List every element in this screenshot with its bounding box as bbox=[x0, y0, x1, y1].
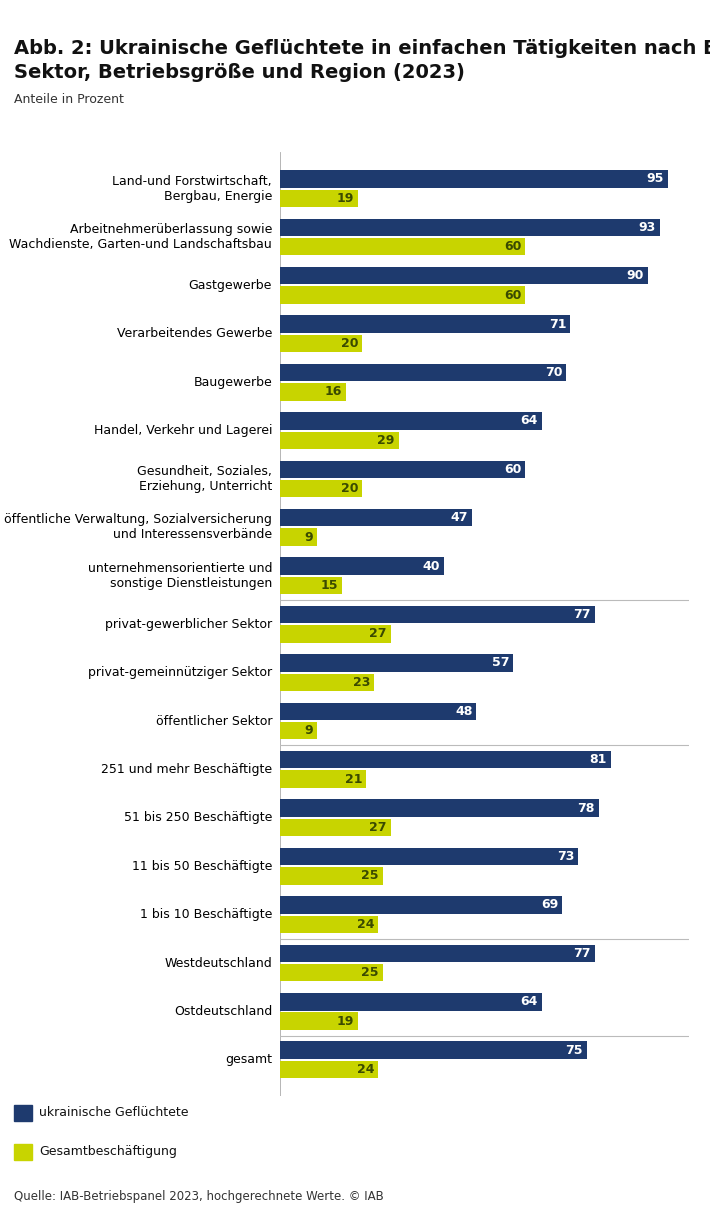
Bar bbox=[280, 558, 444, 575]
Text: 64: 64 bbox=[520, 995, 537, 1009]
Bar bbox=[280, 509, 472, 526]
Text: 90: 90 bbox=[626, 269, 644, 283]
Bar bbox=[280, 674, 374, 691]
Text: 93: 93 bbox=[639, 220, 656, 234]
Text: 64: 64 bbox=[520, 414, 537, 428]
Bar bbox=[280, 431, 399, 449]
Bar bbox=[280, 771, 366, 788]
Text: 48: 48 bbox=[455, 705, 472, 717]
Text: 29: 29 bbox=[378, 434, 395, 447]
Text: 70: 70 bbox=[545, 365, 562, 379]
Bar bbox=[280, 1012, 358, 1030]
Text: 75: 75 bbox=[565, 1044, 582, 1057]
Bar bbox=[280, 218, 660, 236]
Text: 16: 16 bbox=[324, 385, 342, 398]
Text: 23: 23 bbox=[353, 676, 371, 689]
Bar bbox=[280, 993, 542, 1011]
Bar bbox=[280, 965, 383, 982]
Bar bbox=[280, 654, 513, 671]
Text: Anteile in Prozent: Anteile in Prozent bbox=[14, 93, 124, 106]
Text: 60: 60 bbox=[504, 463, 521, 476]
Text: 77: 77 bbox=[573, 946, 591, 960]
Bar bbox=[280, 703, 476, 720]
Bar bbox=[280, 818, 390, 837]
Bar bbox=[280, 945, 595, 962]
Text: 60: 60 bbox=[504, 240, 521, 253]
Text: 60: 60 bbox=[504, 289, 521, 302]
Text: 95: 95 bbox=[647, 173, 665, 185]
Bar bbox=[280, 267, 648, 284]
Text: 71: 71 bbox=[549, 318, 566, 330]
Text: 40: 40 bbox=[422, 559, 439, 572]
Bar bbox=[280, 722, 317, 739]
Bar bbox=[280, 752, 611, 769]
Bar bbox=[280, 896, 562, 914]
Text: 20: 20 bbox=[341, 482, 358, 496]
Text: 21: 21 bbox=[344, 772, 362, 786]
Text: 19: 19 bbox=[337, 191, 354, 205]
Text: 78: 78 bbox=[577, 801, 595, 815]
Text: 57: 57 bbox=[491, 657, 509, 670]
Text: 27: 27 bbox=[369, 821, 386, 834]
Text: 9: 9 bbox=[305, 531, 313, 543]
Bar bbox=[280, 315, 570, 333]
Bar bbox=[280, 480, 362, 497]
Bar bbox=[280, 1061, 378, 1078]
Bar bbox=[280, 916, 378, 933]
Bar bbox=[280, 286, 525, 303]
Text: 81: 81 bbox=[590, 753, 607, 766]
Bar bbox=[280, 384, 346, 401]
Bar bbox=[280, 1041, 586, 1058]
Text: ukrainische Geflüchtete: ukrainische Geflüchtete bbox=[39, 1106, 189, 1118]
Bar bbox=[280, 848, 579, 865]
Bar bbox=[280, 412, 542, 430]
Text: 73: 73 bbox=[557, 850, 574, 864]
Text: 27: 27 bbox=[369, 627, 386, 641]
Bar bbox=[280, 190, 358, 207]
Text: 15: 15 bbox=[320, 579, 338, 592]
Bar bbox=[280, 577, 342, 594]
Text: 25: 25 bbox=[361, 966, 378, 979]
Text: 47: 47 bbox=[451, 512, 469, 524]
Bar bbox=[280, 238, 525, 256]
Bar bbox=[280, 335, 362, 352]
Bar bbox=[280, 799, 599, 817]
Text: Sektor, Betriebsgröße und Region (2023): Sektor, Betriebsgröße und Region (2023) bbox=[14, 63, 465, 83]
Bar bbox=[280, 605, 595, 624]
Text: 24: 24 bbox=[357, 918, 374, 931]
Text: Quelle: IAB-Betriebspanel 2023, hochgerechnete Werte. © IAB: Quelle: IAB-Betriebspanel 2023, hochgere… bbox=[14, 1190, 384, 1203]
Text: Abb. 2: Ukrainische Geflüchtete in einfachen Tätigkeiten nach Branche,: Abb. 2: Ukrainische Geflüchtete in einfa… bbox=[14, 39, 710, 58]
Text: 19: 19 bbox=[337, 1015, 354, 1028]
Text: 20: 20 bbox=[341, 337, 358, 350]
Bar bbox=[280, 625, 390, 643]
Text: 9: 9 bbox=[305, 725, 313, 737]
Text: 69: 69 bbox=[541, 899, 558, 911]
Bar bbox=[280, 171, 668, 188]
Bar bbox=[280, 867, 383, 884]
Text: 77: 77 bbox=[573, 608, 591, 621]
Text: 24: 24 bbox=[357, 1063, 374, 1075]
Bar bbox=[280, 529, 317, 546]
Bar bbox=[280, 460, 525, 477]
Bar bbox=[280, 364, 566, 381]
Text: 25: 25 bbox=[361, 870, 378, 883]
Text: Gesamtbeschäftigung: Gesamtbeschäftigung bbox=[39, 1145, 177, 1157]
